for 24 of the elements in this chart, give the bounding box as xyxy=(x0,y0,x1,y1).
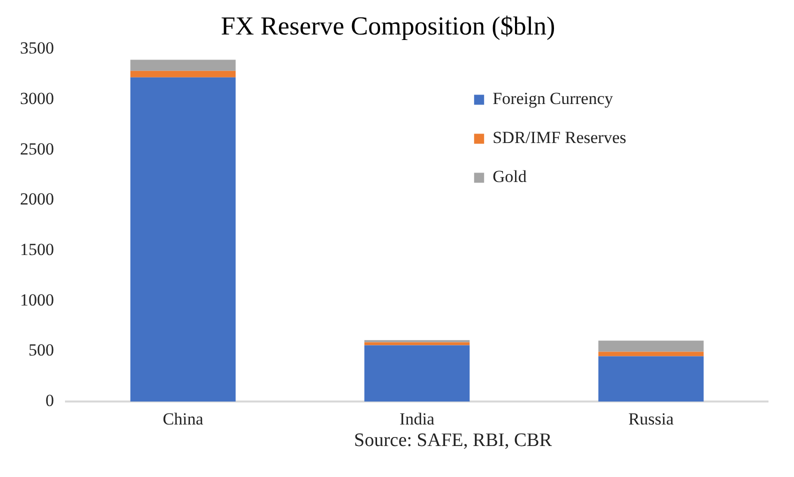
x-tick-label: India xyxy=(400,409,435,428)
bar xyxy=(598,352,704,356)
x-tick-label: Russia xyxy=(628,409,674,428)
legend-label: Gold xyxy=(492,167,528,186)
y-tick-label: 2000 xyxy=(20,190,54,209)
source-note: Source: SAFE, RBI, CBR xyxy=(353,430,553,452)
bar xyxy=(598,356,704,402)
bar xyxy=(364,342,470,346)
y-tick-label: 3500 xyxy=(20,38,54,58)
bar xyxy=(364,345,470,402)
legend-label: SDR/IMF Reserves xyxy=(492,128,626,148)
legend-label: Foreign Currency xyxy=(492,89,614,108)
y-tick-label: 500 xyxy=(28,340,54,360)
y-tick-label: 2500 xyxy=(20,139,54,158)
bar xyxy=(130,77,236,402)
y-tick-label: 3000 xyxy=(20,89,54,108)
bar xyxy=(130,60,236,71)
y-tick-label: 1500 xyxy=(20,240,54,260)
y-tick-label: 0 xyxy=(46,391,54,410)
y-tick-label: 1000 xyxy=(20,290,54,310)
x-tick-label: China xyxy=(162,409,204,428)
bar xyxy=(598,340,704,352)
chart-title: FX Reserve Composition ($bln) xyxy=(220,11,556,40)
bar xyxy=(130,70,236,78)
